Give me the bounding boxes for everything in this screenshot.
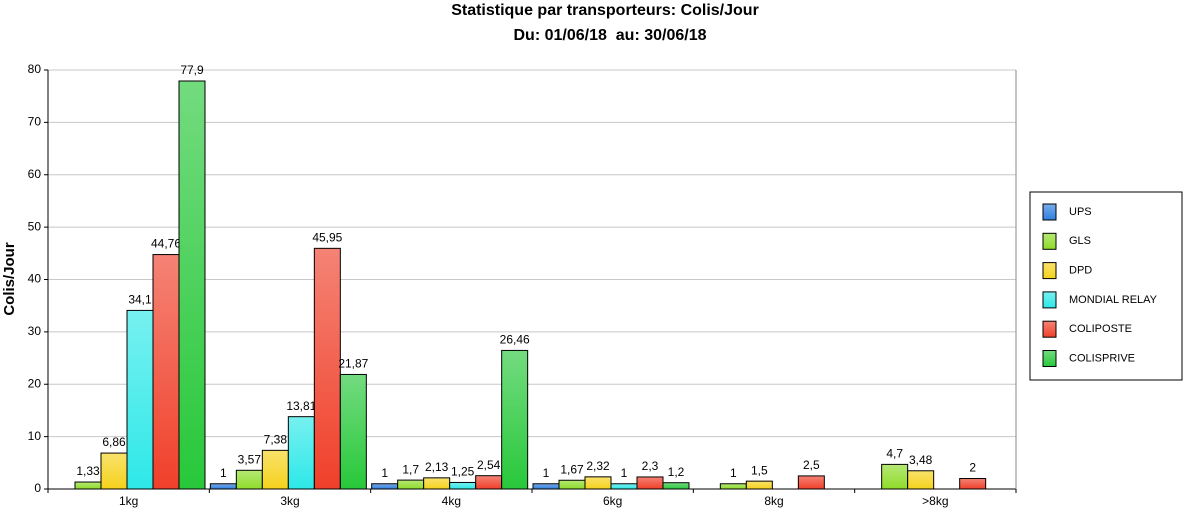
bar (126, 309, 154, 490)
value-label: 2,3 (642, 459, 659, 473)
legend-label: COLISPRIVE (1069, 352, 1135, 364)
bar (907, 470, 935, 490)
value-label: 1 (730, 466, 737, 480)
legend-label: GLS (1069, 235, 1091, 247)
legend-swatch (1042, 232, 1057, 250)
y-tick-label: 70 (28, 115, 42, 129)
value-label: 1,67 (560, 462, 584, 476)
value-label: 1,2 (668, 465, 685, 479)
value-label: 1 (381, 466, 388, 480)
x-tick-label: 3kg (280, 494, 299, 508)
bar (475, 475, 503, 490)
value-label: 1,25 (451, 465, 475, 479)
value-label: 26,46 (500, 333, 530, 347)
legend-box (1029, 191, 1183, 381)
value-label: 4,7 (886, 447, 903, 461)
bar (371, 483, 399, 490)
bar (501, 349, 529, 490)
bar (287, 416, 315, 490)
legend-swatch (1042, 262, 1057, 280)
x-tick-label: 6kg (603, 494, 622, 508)
legend-label: MONDIAL RELAY (1069, 294, 1158, 306)
bar (662, 482, 690, 490)
value-label: 7,38 (264, 433, 288, 447)
bar (610, 483, 638, 490)
value-label: 1,33 (76, 464, 100, 478)
bar (532, 483, 560, 490)
value-label: 1,5 (751, 463, 768, 477)
value-label: 1 (543, 466, 550, 480)
bar (719, 483, 747, 490)
value-label: 1 (621, 466, 628, 480)
x-tick-label: 4kg (442, 494, 461, 508)
bar (449, 481, 477, 490)
bar (745, 480, 773, 490)
value-label: 21,87 (338, 357, 368, 371)
bar (261, 449, 289, 490)
legend-swatch (1042, 291, 1057, 309)
value-label: 2,13 (425, 460, 449, 474)
bar (152, 254, 180, 490)
bar (423, 477, 451, 490)
value-label: 34,1 (128, 293, 152, 307)
value-label: 3,48 (909, 453, 933, 467)
value-label: 13,81 (286, 399, 316, 413)
chart-title: Statistique par transporteurs: Colis/Jou… (451, 2, 759, 19)
legend-swatch (1042, 203, 1057, 221)
legend-label: DPD (1069, 265, 1092, 277)
x-tick-label: 8kg (764, 494, 783, 508)
bar (397, 479, 425, 490)
bar (100, 452, 128, 490)
bar (313, 247, 341, 490)
y-tick-label: 50 (28, 219, 42, 233)
legend-label: UPS (1069, 206, 1092, 218)
x-tick-label: 1kg (119, 494, 138, 508)
chart-subtitle: Du: 01/06/18 au: 30/06/18 (514, 27, 707, 44)
y-tick-label: 40 (28, 272, 42, 286)
bar (339, 373, 367, 490)
legend-swatch (1042, 320, 1057, 338)
value-label: 1,7 (402, 462, 419, 476)
value-label: 2,54 (477, 458, 501, 472)
value-label: 45,95 (312, 231, 342, 245)
bar (558, 479, 586, 490)
bar (584, 476, 612, 490)
value-label: 1 (220, 466, 227, 480)
legend-swatch (1042, 350, 1057, 367)
bar (959, 478, 987, 490)
value-label: 44,76 (151, 237, 181, 251)
y-tick-label: 60 (28, 167, 42, 181)
value-label: 2,32 (586, 459, 610, 473)
bar (235, 469, 263, 490)
value-label: 77,9 (180, 63, 204, 77)
bar (178, 80, 206, 490)
y-tick-label: 30 (28, 324, 42, 338)
y-tick-label: 10 (28, 429, 42, 443)
bar (636, 476, 664, 490)
value-label: 2 (969, 461, 976, 475)
bar (209, 483, 237, 490)
y-tick-label: 0 (34, 481, 41, 495)
value-label: 6,86 (102, 435, 126, 449)
bar (797, 475, 825, 490)
y-tick-label: 20 (28, 376, 42, 390)
x-tick-label: >8kg (922, 494, 948, 508)
value-label: 3,57 (238, 452, 262, 466)
bar (881, 463, 909, 490)
bar (74, 481, 102, 490)
value-label: 2,5 (803, 458, 820, 472)
y-axis-label: Colis/Jour (1, 242, 18, 316)
y-tick-label: 80 (28, 62, 42, 76)
legend-label: COLIPOSTE (1069, 323, 1132, 335)
